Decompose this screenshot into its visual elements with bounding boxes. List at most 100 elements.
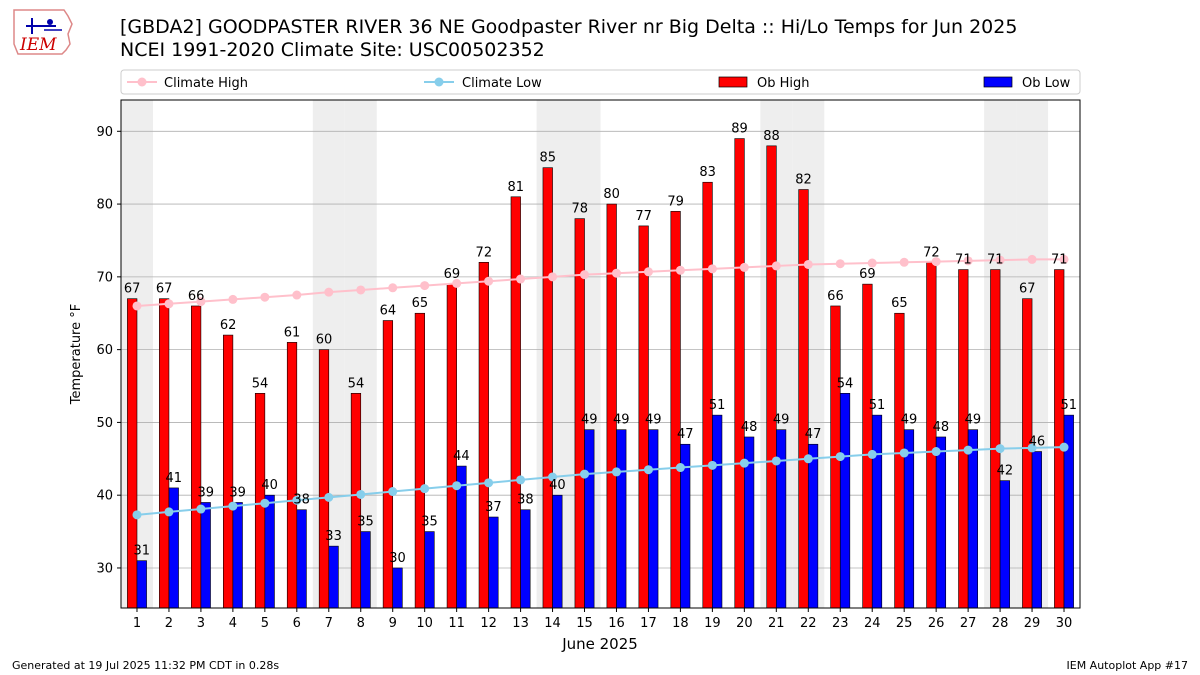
ob-high-label: 66 [188,289,205,304]
y-tick-label: 50 [96,416,113,431]
ob-high-label: 69 [444,267,461,282]
ob-high-label: 64 [380,304,397,319]
ob-low-label: 38 [293,493,310,508]
climate-low-point [675,463,685,473]
ob-high-label: 77 [635,209,652,224]
ob-high-label: 65 [412,296,429,311]
ob-high-label: 61 [284,325,301,340]
climate-high-point [803,259,813,269]
climate-high-point [995,255,1005,265]
climate-high-point [771,261,781,271]
ob-high-bar [894,312,905,609]
climate-low-point [1027,443,1037,453]
chart-title: [GBDA2] GOODPASTER RIVER 36 NE Goodpaste… [120,16,1018,38]
x-tick-label: 21 [768,616,785,631]
climate-low-point [899,448,909,458]
ob-high-label: 72 [923,245,940,260]
ob-low-bar [712,414,723,609]
climate-low-point [739,458,749,468]
ob-high-label: 72 [476,245,493,260]
ob-low-label: 47 [805,427,822,442]
ob-high-label: 78 [571,202,588,217]
ob-low-label: 33 [325,529,342,544]
ob-low-label: 51 [1061,398,1078,413]
legend-ob-low-label: Ob Low [1022,76,1071,91]
ob-low-label: 48 [741,420,758,435]
x-tick-label: 28 [992,616,1009,631]
y-axis-label: Temperature °F [69,304,84,405]
ob-high-label: 69 [859,267,876,282]
legend-ob-high: Ob High [718,76,810,91]
ob-low-bar [935,436,947,609]
x-tick-label: 10 [416,616,433,631]
climate-high-point [963,256,973,266]
ob-high-label: 89 [731,122,748,137]
climate-low-point [963,445,973,455]
ob-high-bar [766,145,777,609]
ob-low-label: 49 [581,413,598,428]
climate-low-point [228,501,238,511]
ob-low-label: 49 [613,413,630,428]
ob-low-label: 49 [645,413,662,428]
ob-low-bar [520,509,531,609]
x-axis-label: June 2025 [561,635,638,653]
generated-timestamp: Generated at 19 Jul 2025 11:32 PM CDT in… [12,659,280,672]
ob-high-bar [542,167,553,609]
ob-high-bar [862,283,873,609]
ob-low-bar [999,480,1010,609]
ob-low-bar [136,560,147,609]
iem-logo: IEM [8,4,80,64]
climate-high-point [548,272,558,282]
legend-climate-low-label: Climate Low [462,76,542,91]
ob-high-bar [958,269,969,609]
climate-low-point [356,489,366,499]
x-tick-label: 16 [608,616,625,631]
ob-low-label: 47 [677,427,694,442]
legend-climate-high-label: Climate High [164,76,248,91]
climate-low-point [867,449,877,459]
x-tick-label: 13 [512,616,529,631]
ob-low-bar [807,443,819,609]
ob-high-bar [702,181,713,609]
climate-high-point [643,267,653,277]
ob-low-bar [360,531,371,609]
climate-lines [132,254,1069,520]
climate-high-point [899,257,909,267]
ob-low-label: 51 [709,398,726,413]
climate-high-point [452,278,462,288]
x-tick-label: 9 [389,616,397,631]
x-tick-label: 20 [736,616,753,631]
climate-high-point [132,301,142,311]
ob-low-bar [584,429,595,609]
ob-low-bar [488,516,499,609]
climate-high-point [260,292,270,302]
climate-high-point [707,264,717,274]
y-tick-label: 80 [96,198,113,213]
x-tick-label: 19 [704,616,721,631]
ob-low-label: 48 [933,420,950,435]
climate-low-point [611,467,621,477]
climate-low-point [771,456,781,466]
climate-high-point [228,294,238,304]
x-tick-label: 3 [197,616,205,631]
x-tick-label: 17 [640,616,657,631]
ob-high-label: 67 [156,282,173,297]
ob-low-bar [200,502,211,609]
ob-low-label: 35 [421,515,438,530]
ob-low-bar [296,509,307,609]
x-tick-label: 25 [896,616,913,631]
ob-low-label: 31 [134,544,151,559]
ob-high-label: 71 [1051,253,1068,268]
climate-low-point [1059,442,1069,452]
bar-labels: 67 31 67 41 66 39 62 39 54 40 61 38 60 33 54 35 64 30 65 35… [124,122,1077,566]
ob-low-bar [552,494,563,609]
ob-high-label: 82 [795,173,812,188]
ob-high-bar [127,298,138,609]
climate-low-point [292,495,302,505]
ob-low-label: 54 [837,376,854,391]
climate-low-point [643,465,653,475]
x-tick-label: 7 [325,616,333,631]
ob-low-label: 49 [901,413,918,428]
climate-high-point [324,287,334,297]
